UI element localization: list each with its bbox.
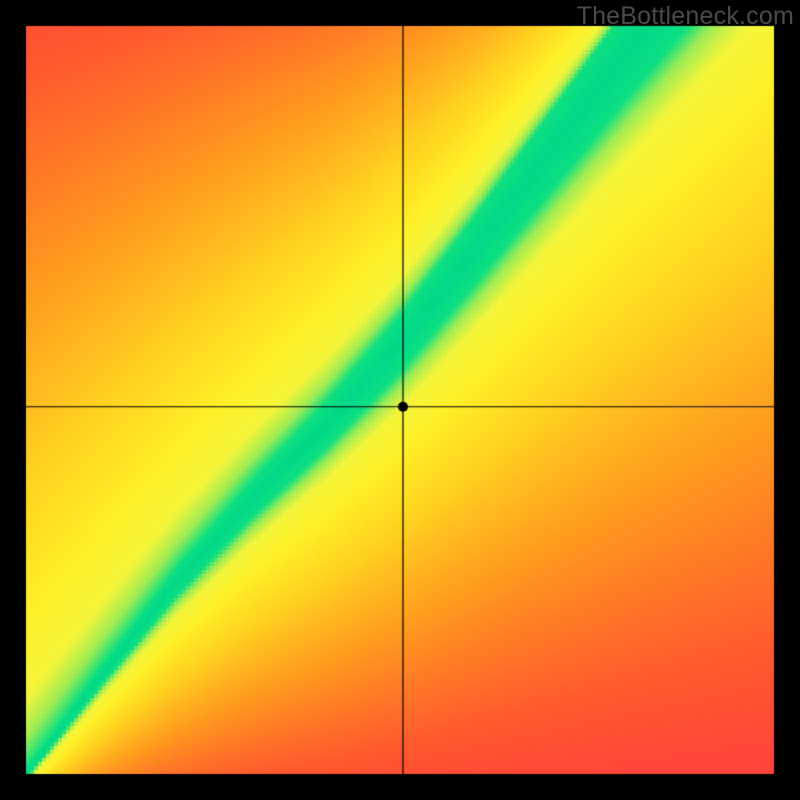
bottleneck-heatmap bbox=[0, 0, 800, 800]
chart-wrapper: TheBottleneck.com bbox=[0, 0, 800, 800]
watermark-text: TheBottleneck.com bbox=[577, 2, 794, 31]
